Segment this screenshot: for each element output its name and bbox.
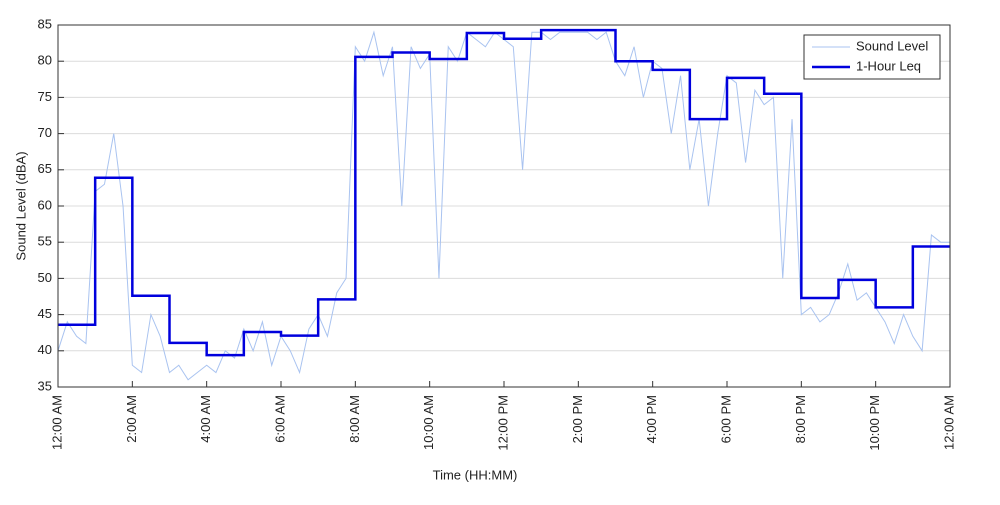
x-tick-label: 6:00 PM	[718, 395, 733, 443]
x-tick-label: 4:00 PM	[644, 395, 659, 443]
series-line	[58, 28, 950, 357]
y-tick-label: 80	[38, 53, 52, 68]
legend-label: Sound Level	[856, 38, 928, 53]
x-tick-label: 4:00 AM	[198, 395, 213, 443]
x-tick-label: 12:00 AM	[49, 395, 64, 450]
y-tick-label: 85	[38, 16, 52, 31]
x-tick-label: 6:00 AM	[272, 395, 287, 443]
x-axis-label: Time (HH:MM)	[433, 467, 518, 482]
x-tick-label: 10:00 PM	[867, 395, 882, 451]
plot-frame	[57, 24, 951, 388]
y-tick-label: 60	[38, 197, 52, 212]
y-tick-label: 65	[38, 161, 52, 176]
x-tick-label: 8:00 AM	[347, 395, 362, 443]
x-tick-label: 2:00 PM	[570, 395, 585, 443]
legend-label: 1-Hour Leq	[856, 58, 921, 73]
x-tick-label: 8:00 PM	[793, 395, 808, 443]
legend-box	[803, 34, 941, 80]
x-tick-label: 10:00 AM	[421, 395, 436, 450]
y-tick-label: 55	[38, 234, 52, 249]
y-tick-label: 35	[38, 378, 52, 393]
y-tick-label: 75	[38, 89, 52, 104]
y-tick-label: 50	[38, 270, 52, 285]
x-tick-label: 12:00 PM	[495, 395, 510, 451]
x-tick-label: 12:00 AM	[941, 395, 956, 450]
y-tick-label: 70	[38, 125, 52, 140]
y-axis-label: Sound Level (dBA)	[13, 151, 28, 260]
x-tick-label: 2:00 AM	[124, 395, 139, 443]
y-tick-label: 45	[38, 306, 52, 321]
y-tick-label: 40	[38, 342, 52, 357]
